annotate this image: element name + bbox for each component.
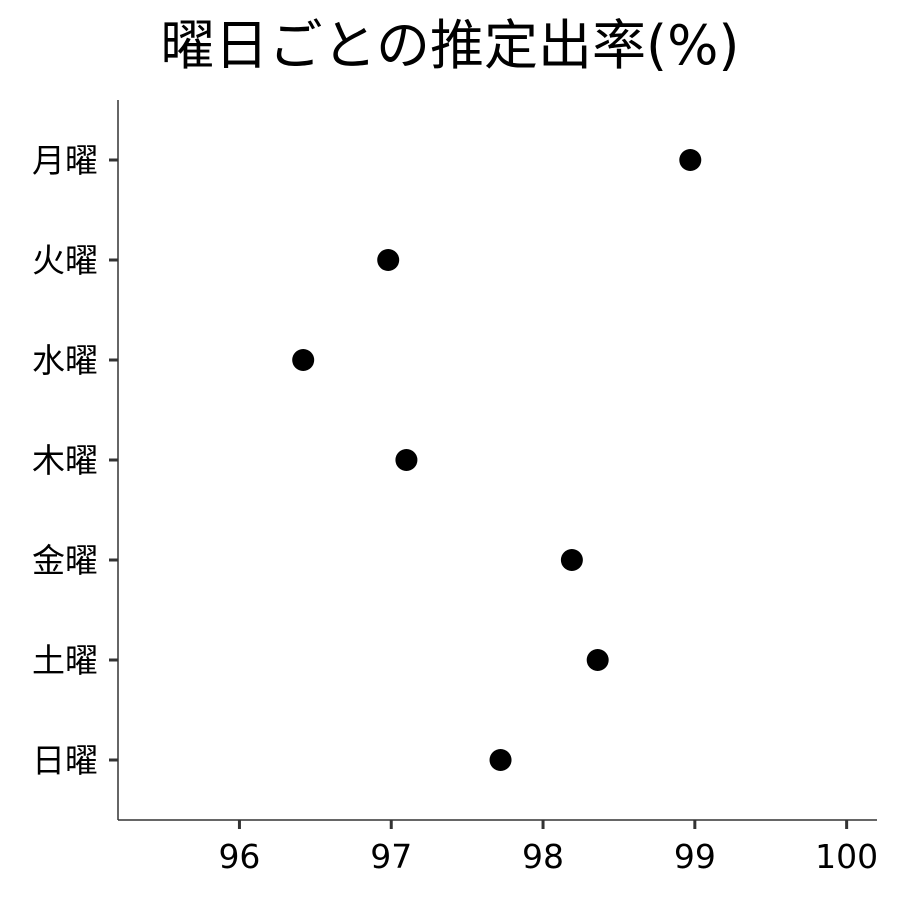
- x-tick-label: 96: [218, 837, 260, 876]
- y-tick-label: 火曜: [32, 241, 98, 280]
- data-point: [586, 649, 609, 671]
- x-tick-label: 100: [815, 837, 878, 876]
- x-tick-label: 97: [370, 837, 412, 876]
- y-tick-label: 日曜: [32, 741, 98, 780]
- x-tick-label: 99: [674, 837, 716, 876]
- y-tick-label: 土曜: [32, 641, 98, 680]
- data-point: [377, 249, 400, 271]
- y-tick-label: 水曜: [32, 341, 98, 380]
- data-point: [679, 149, 702, 171]
- data-point: [560, 549, 583, 571]
- chart-title: 曜日ごとの推定出率(%): [160, 14, 740, 77]
- data-point: [489, 749, 512, 771]
- data-point: [292, 349, 315, 371]
- data-point: [395, 449, 418, 471]
- y-tick-label: 金曜: [32, 541, 98, 580]
- y-tick-label: 月曜: [32, 141, 98, 180]
- x-tick-label: 98: [522, 837, 564, 876]
- y-tick-label: 木曜: [32, 441, 98, 480]
